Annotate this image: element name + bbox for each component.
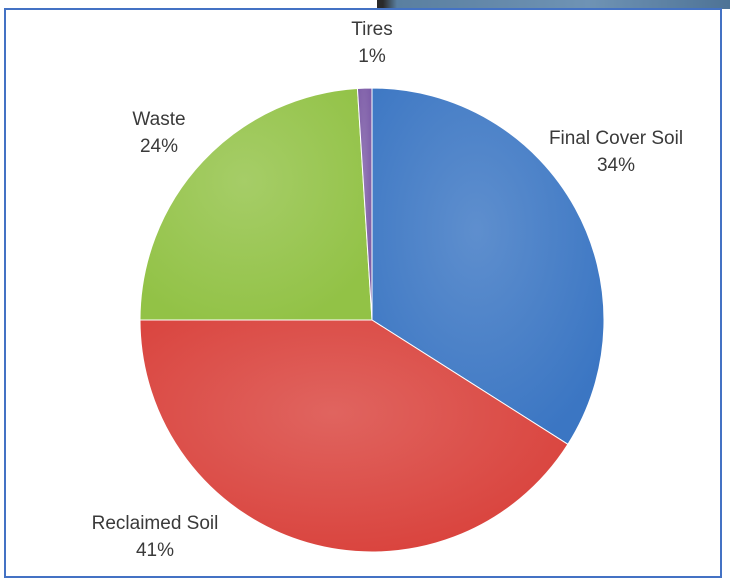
slice-label-final-cover-soil-value: 34%	[596, 155, 636, 176]
pie-slice-waste	[139, 87, 373, 321]
pie-slice-reclaimed-soil	[139, 319, 569, 553]
background-photo-strip	[377, 0, 730, 9]
slice-label-waste-value: 24%	[139, 136, 179, 157]
pie-slice-final-cover-soil	[371, 87, 605, 446]
slice-label-final-cover-soil-name: Final Cover Soil	[548, 128, 684, 149]
pie-slices	[139, 87, 605, 553]
slice-label-reclaimed-soil: Reclaimed Soil 41%	[92, 510, 219, 564]
slice-label-final-cover-soil: Final Cover Soil 34%	[549, 125, 683, 179]
slice-label-waste-name: Waste	[132, 109, 186, 130]
pie-slice-tires	[356, 87, 373, 321]
slice-label-reclaimed-soil-value: 41%	[135, 540, 175, 561]
slice-label-waste: Waste 24%	[132, 106, 185, 160]
slice-label-tires: Tires 1%	[351, 16, 393, 70]
chart-frame	[4, 8, 722, 578]
slice-label-tires-name: Tires	[351, 19, 393, 40]
slice-label-tires-value: 1%	[358, 46, 386, 67]
slice-label-reclaimed-soil-name: Reclaimed Soil	[91, 513, 219, 534]
